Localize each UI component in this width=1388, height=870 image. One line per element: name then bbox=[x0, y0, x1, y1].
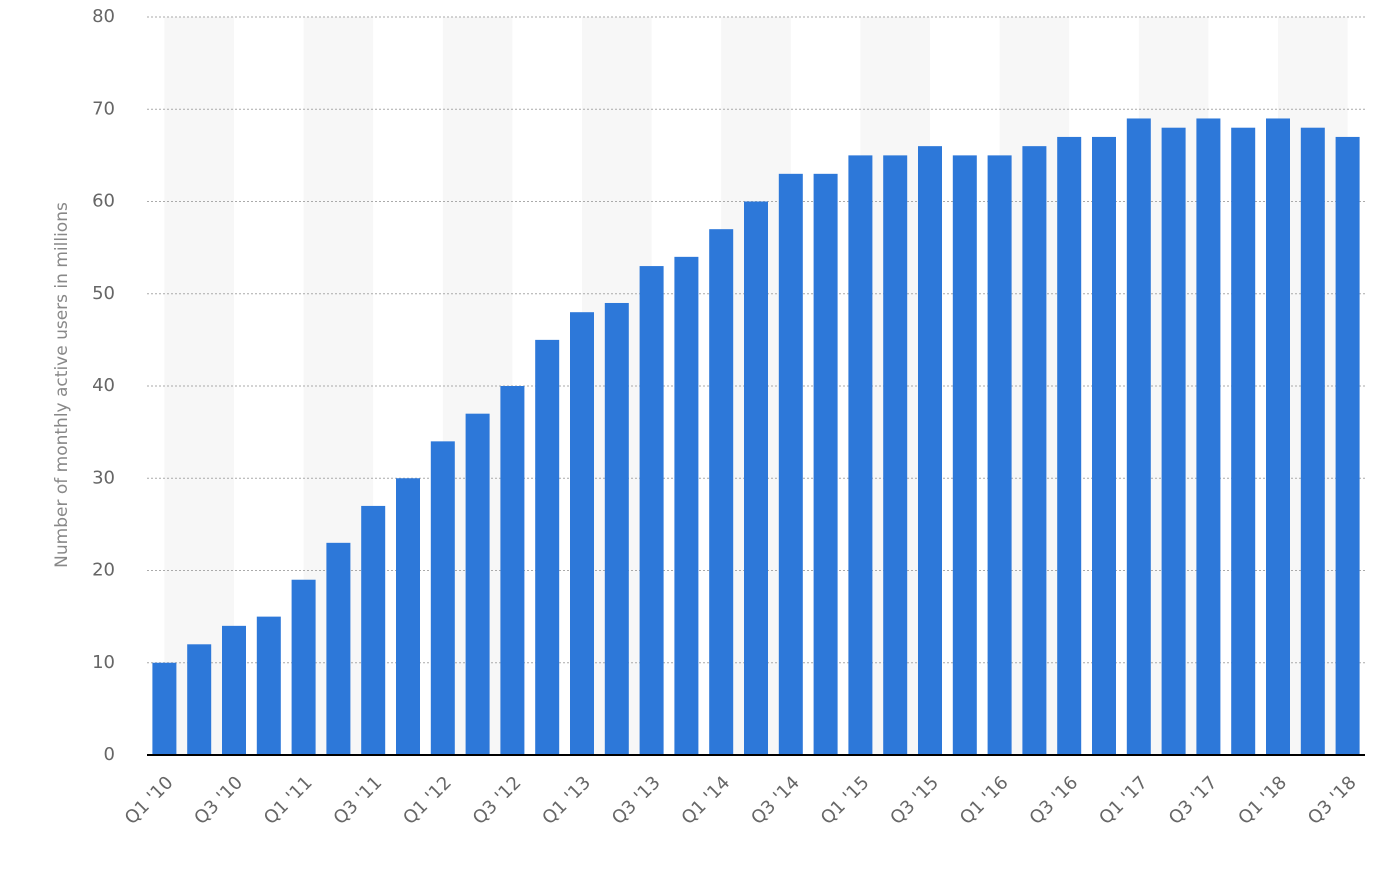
bar bbox=[987, 155, 1012, 755]
y-tick-label: 60 bbox=[92, 191, 115, 212]
bar bbox=[639, 266, 664, 755]
x-tick-label: Q1 '11 bbox=[260, 772, 317, 829]
bar bbox=[744, 201, 768, 755]
x-tick-label: Q1 '15 bbox=[817, 772, 874, 829]
x-tick-label: Q1 '10 bbox=[121, 772, 178, 829]
y-tick-label: 0 bbox=[104, 744, 115, 765]
bar bbox=[256, 616, 281, 755]
bar bbox=[604, 302, 629, 755]
bar bbox=[778, 173, 803, 755]
bar bbox=[535, 339, 560, 755]
bar bbox=[674, 256, 699, 755]
y-tick-label: 30 bbox=[92, 467, 115, 488]
bar bbox=[1231, 127, 1256, 755]
x-tick-label: Q1 '13 bbox=[538, 772, 595, 829]
bar bbox=[1300, 127, 1325, 755]
x-tick-label: Q1 '12 bbox=[399, 772, 456, 829]
bar bbox=[1266, 118, 1290, 756]
bar bbox=[1161, 127, 1186, 755]
bar bbox=[1092, 136, 1116, 756]
bar bbox=[1057, 136, 1082, 756]
y-tick-label: 80 bbox=[92, 6, 115, 27]
bar bbox=[570, 312, 594, 755]
x-tick-label: Q3 '18 bbox=[1304, 772, 1361, 829]
bar bbox=[813, 173, 838, 755]
bar bbox=[883, 155, 908, 755]
y-axis-title: Number of monthly active users in millio… bbox=[52, 202, 72, 568]
y-tick-label: 50 bbox=[92, 283, 115, 304]
x-tick-label: Q3 '15 bbox=[886, 772, 943, 829]
x-tick-label: Q1 '18 bbox=[1234, 772, 1291, 829]
bar bbox=[1335, 136, 1360, 756]
x-tick-label: Q1 '17 bbox=[1095, 772, 1152, 829]
bar bbox=[952, 155, 977, 755]
bar bbox=[848, 155, 873, 755]
bar bbox=[709, 229, 734, 756]
x-tick-label: Q3 '10 bbox=[190, 772, 247, 829]
bar bbox=[500, 386, 525, 755]
y-tick-label: 20 bbox=[92, 560, 115, 581]
bar bbox=[430, 441, 455, 755]
bar bbox=[1022, 146, 1047, 755]
x-tick-label: Q3 '14 bbox=[747, 772, 804, 829]
x-tick-label: Q3 '17 bbox=[1165, 772, 1222, 829]
y-tick-label: 70 bbox=[92, 98, 115, 119]
bar bbox=[152, 662, 177, 755]
x-tick-label: Q3 '11 bbox=[330, 772, 387, 829]
bar bbox=[1126, 118, 1151, 756]
x-tick-label: Q3 '12 bbox=[469, 772, 526, 829]
bar bbox=[326, 542, 351, 755]
bar bbox=[918, 146, 942, 755]
y-tick-label: 10 bbox=[92, 652, 115, 673]
bar bbox=[187, 644, 212, 755]
bar bbox=[222, 625, 246, 755]
bar bbox=[361, 505, 386, 755]
bar bbox=[465, 413, 490, 755]
bar bbox=[291, 579, 316, 755]
x-tick-label: Q1 '14 bbox=[678, 772, 735, 829]
y-tick-label: 40 bbox=[92, 375, 115, 396]
x-tick-label: Q1 '16 bbox=[956, 772, 1013, 829]
x-tick-label: Q3 '16 bbox=[1026, 772, 1083, 829]
bar bbox=[1196, 118, 1221, 756]
x-tick-label: Q3 '13 bbox=[608, 772, 665, 829]
bar bbox=[396, 478, 420, 755]
